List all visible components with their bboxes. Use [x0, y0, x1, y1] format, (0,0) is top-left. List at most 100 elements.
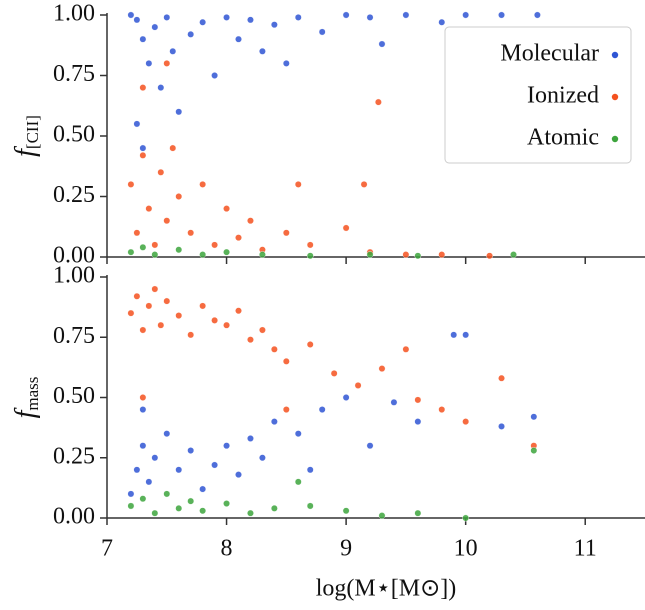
point	[247, 217, 254, 225]
point	[306, 502, 314, 510]
legend-marker	[611, 51, 619, 59]
point	[306, 241, 314, 249]
y-tick-label: 0.50	[53, 122, 95, 148]
point	[235, 234, 242, 242]
point	[199, 180, 207, 188]
point	[187, 331, 195, 339]
y-label-sub: [CII]	[23, 115, 42, 149]
y-label-sub: mass	[23, 377, 42, 411]
point	[414, 252, 422, 260]
point	[223, 442, 230, 450]
point	[127, 502, 135, 510]
point	[169, 47, 177, 55]
point	[360, 180, 368, 188]
point	[139, 442, 147, 450]
point	[187, 30, 195, 38]
legend-label: Atomic	[527, 125, 599, 151]
point	[318, 406, 326, 413]
point	[294, 14, 302, 21]
point	[534, 11, 541, 19]
point	[374, 98, 382, 106]
point	[282, 229, 290, 237]
point	[414, 509, 422, 517]
legend-label: Ionized	[527, 83, 599, 109]
point	[199, 18, 207, 26]
point	[306, 341, 314, 348]
point	[270, 21, 278, 29]
point	[139, 35, 147, 43]
point	[157, 168, 165, 176]
point	[223, 205, 230, 213]
point	[366, 14, 374, 21]
point	[354, 382, 362, 389]
y-axis-label: f[CII]	[10, 115, 41, 157]
legend-box	[444, 26, 632, 164]
x-tick-label: 11	[574, 536, 597, 562]
point	[223, 14, 230, 21]
y-tick-label: 0.00	[53, 243, 95, 269]
point	[145, 60, 153, 67]
x-tick-label: 10	[454, 536, 478, 562]
point	[133, 16, 141, 24]
point	[139, 151, 147, 159]
point	[402, 11, 410, 19]
point	[211, 72, 219, 79]
point	[270, 418, 278, 425]
point	[127, 180, 135, 188]
legend-marker	[611, 135, 619, 143]
point	[498, 374, 505, 382]
x-axis-label: log(M⋆[M⊙])	[316, 576, 456, 602]
x-tick-label: 7	[101, 536, 113, 562]
y-axis-label: fmass	[10, 377, 41, 419]
point	[414, 396, 422, 404]
point	[294, 430, 302, 438]
point	[175, 108, 183, 116]
point	[163, 60, 171, 67]
point	[151, 509, 159, 517]
point	[175, 246, 183, 254]
point	[318, 28, 326, 36]
legend-label: Molecular	[500, 41, 599, 67]
point	[151, 454, 159, 462]
y-tick-label: 1.00	[53, 1, 95, 27]
point	[199, 251, 207, 258]
point	[163, 490, 171, 498]
y-label-main: f	[10, 146, 41, 157]
point	[414, 418, 422, 425]
point	[247, 336, 254, 344]
point	[342, 11, 350, 19]
point	[342, 507, 350, 515]
point	[139, 326, 147, 334]
point	[163, 297, 171, 305]
point	[378, 512, 386, 519]
point	[378, 40, 386, 48]
point	[151, 251, 159, 258]
point	[294, 478, 302, 486]
point	[199, 507, 207, 515]
point	[199, 485, 207, 493]
point	[145, 302, 153, 310]
point	[187, 447, 195, 454]
point	[282, 357, 290, 365]
point	[151, 241, 159, 249]
point	[169, 144, 177, 152]
point	[282, 406, 290, 413]
point	[127, 11, 135, 19]
point	[378, 365, 386, 372]
point	[530, 447, 538, 454]
point	[133, 120, 141, 128]
y-tick-label: 0.00	[53, 504, 95, 530]
y-tick-label: 0.50	[53, 383, 95, 409]
point	[187, 229, 195, 237]
point	[187, 497, 195, 505]
point	[438, 18, 446, 26]
panel: 0.00 0.25 0.50 0.75 1.00 f[CII] Molecular Ioniz…	[10, 1, 645, 269]
point	[462, 11, 470, 19]
point	[127, 248, 135, 256]
panel: 0.00 0.25 0.50 0.75 1.00 7 8 9 10 11 fmass log(M⋆[M…	[10, 263, 645, 602]
point	[259, 47, 266, 55]
point	[145, 205, 153, 213]
point	[151, 285, 159, 293]
point	[247, 435, 254, 442]
point	[390, 398, 398, 406]
